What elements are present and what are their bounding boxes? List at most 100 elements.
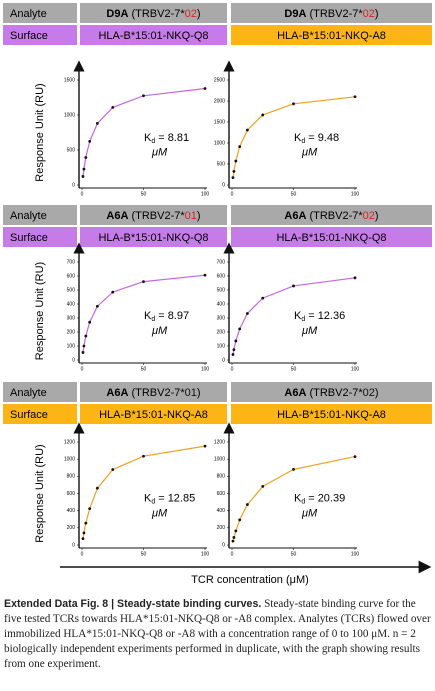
fit-line	[82, 274, 206, 353]
kd-value: 8.81	[168, 132, 189, 144]
analyte-close: )	[375, 210, 379, 222]
data-point	[231, 176, 235, 180]
y-tick-label: 0	[222, 542, 225, 548]
y-tick-label: 600	[67, 273, 76, 279]
row-label: Surface	[10, 232, 48, 244]
label-cell	[3, 404, 77, 424]
fit-line	[232, 96, 356, 178]
kd-label: Kd = 12.36	[294, 310, 345, 323]
analyte-cell	[231, 205, 432, 225]
y-tick-label: 500	[67, 287, 76, 293]
y-tick-label: 1000	[64, 112, 75, 118]
caption-title: Extended Data Fig. 8 | Steady-state bind…	[4, 598, 262, 610]
y-tick-label: 500	[217, 287, 226, 293]
data-point	[203, 87, 207, 90]
kd-value: 12.85	[168, 493, 196, 505]
analyte-text: A6A (TRBV2-7*02)	[284, 387, 378, 399]
analyte-cell	[80, 3, 227, 23]
x-tick-label: 50	[141, 366, 147, 372]
data-point	[261, 296, 265, 300]
kd-subscript: d	[301, 316, 305, 323]
data-point	[261, 484, 265, 488]
y-tick-label: 1200	[64, 439, 75, 445]
data-point	[353, 95, 357, 99]
surface-cell	[80, 25, 227, 45]
y-tick-label: 300	[217, 315, 226, 321]
kd-equals: =	[158, 493, 164, 505]
x-axis-label: TCR concentration (μM)	[191, 574, 309, 586]
analyte-allele: 02	[363, 210, 375, 222]
analyte-name: A6A	[106, 210, 128, 222]
data-point	[245, 128, 249, 132]
surface-text: HLA-B*15:01-NKQ-A8	[99, 409, 208, 421]
kd-symbol: K	[294, 132, 302, 144]
row-label: Analyte	[10, 387, 47, 399]
x-tick-label: 0	[231, 366, 234, 372]
analyte-name: A6A	[106, 387, 128, 399]
kd-equals: =	[158, 310, 164, 322]
y-tick-label: 200	[67, 329, 76, 335]
x-tick-label: 50	[291, 366, 297, 372]
analyte-allele: 01	[185, 387, 197, 399]
analyte-close: )	[375, 387, 379, 399]
kd-equals: =	[308, 132, 314, 144]
y-tick-label: 1500	[214, 119, 225, 125]
data-point	[234, 529, 238, 533]
data-point	[81, 175, 85, 178]
x-tick-label: 0	[81, 551, 84, 557]
y-tick-label: 1000	[214, 456, 225, 462]
label-cell	[3, 205, 77, 225]
kd-symbol: K	[144, 493, 152, 505]
data-point	[88, 320, 92, 324]
data-point	[82, 531, 86, 535]
kd-symbol: K	[144, 310, 152, 322]
data-point	[142, 454, 145, 458]
kd-subscript: d	[151, 498, 155, 505]
x-tick-label: 50	[291, 191, 297, 197]
kd-unit: μM	[151, 508, 168, 520]
analyte-text: D9A (TRBV2-7*02)	[284, 8, 378, 20]
analyte-cell	[80, 205, 227, 225]
data-point	[245, 312, 249, 315]
y-tick-label: 600	[67, 491, 76, 497]
kd-unit: μM	[301, 147, 318, 159]
row-label: Surface	[10, 30, 48, 42]
data-point	[95, 122, 99, 125]
data-point	[292, 284, 295, 288]
data-point	[231, 353, 235, 356]
label-cell	[3, 25, 77, 45]
kd-value: 12.36	[318, 310, 346, 322]
y-tick-label: 400	[217, 301, 226, 307]
figure: TCR concentration (μM) Analyte D9A (TRBV2…	[3, 3, 432, 586]
kd-label: Kd = 12.85	[144, 493, 195, 506]
surface-cell	[80, 404, 227, 424]
y-tick-label: 800	[217, 474, 226, 480]
data-point	[231, 539, 235, 543]
x-tick-label: 0	[81, 191, 84, 197]
kd-symbol: K	[294, 310, 302, 322]
data-point	[232, 348, 236, 352]
x-tick-label: 100	[201, 191, 210, 197]
row-label: Surface	[10, 409, 48, 421]
data-point	[84, 521, 88, 525]
y-tick-label: 1000	[64, 456, 75, 462]
caption: Extended Data Fig. 8 | Steady-state bind…	[4, 597, 432, 672]
surface-cell	[231, 404, 432, 424]
x-tick-label: 50	[291, 551, 297, 557]
data-point	[245, 503, 249, 506]
surface-cell	[231, 227, 432, 247]
analyte-gene: (TRBV2-7*	[306, 8, 363, 20]
fit-line	[82, 87, 206, 177]
row-label: Analyte	[10, 210, 47, 222]
y-tick-label: 2000	[214, 98, 225, 104]
analyte-gene: (TRBV2-7*	[306, 210, 363, 222]
surface-text: HLA-B*15:01-NKQ-Q8	[98, 232, 208, 244]
kd-subscript: d	[301, 138, 305, 145]
surface-cell	[80, 227, 227, 247]
y-tick-label: 200	[217, 525, 226, 531]
x-tick-label: 0	[231, 551, 234, 557]
kd-subscript: d	[151, 316, 155, 323]
analyte-allele: 02	[363, 8, 375, 20]
analyte-allele: 01	[185, 210, 197, 222]
